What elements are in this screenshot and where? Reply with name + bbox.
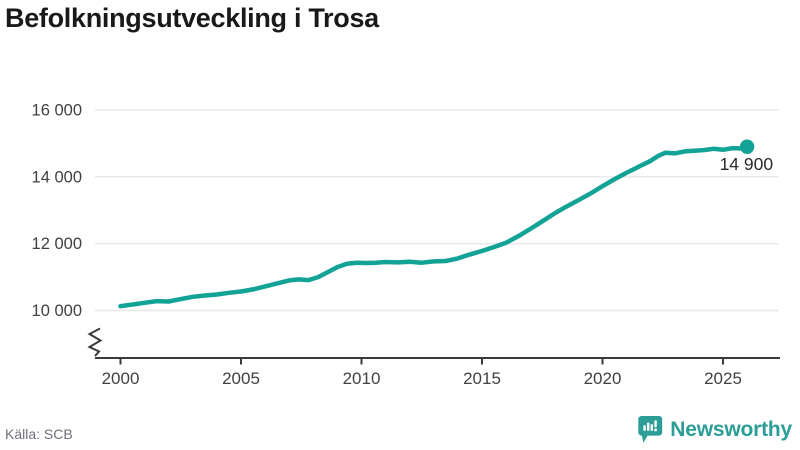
chart-title: Befolkningsutveckling i Trosa — [5, 3, 379, 33]
population-line-path — [118, 144, 750, 309]
y-axis-labels: 10 000 12 000 14 000 16 000 — [32, 102, 82, 321]
y-tick-label: 16 000 — [32, 102, 82, 120]
brand-name: Newsworthy — [670, 417, 792, 441]
newsworthy-bubble-chart-icon — [638, 416, 663, 443]
latest-point-marker — [739, 139, 755, 154]
x-tick-label: 2010 — [343, 369, 381, 388]
axis-break-icon — [87, 327, 103, 357]
x-axis: 2000 2005 2010 2015 2020 2025 — [95, 357, 780, 388]
population-line-chart: 10 000 12 000 14 000 16 000 2000 2005 2010 201… — [32, 102, 780, 388]
gridlines — [95, 109, 779, 312]
population-line — [118, 139, 755, 309]
brand-logo: Newsworthy — [637, 415, 792, 444]
end-value-label: 14 900 — [720, 154, 774, 174]
y-tick-label: 14 000 — [32, 168, 82, 186]
x-tick-label: 2000 — [102, 369, 140, 388]
x-tick-label: 2005 — [222, 369, 260, 388]
end-value-text: 14 900 — [720, 154, 774, 174]
y-tick-label: 10 000 — [32, 302, 82, 320]
source-caption: Källa: SCB — [5, 426, 73, 442]
x-tick-label: 2025 — [704, 369, 742, 388]
y-tick-label: 12 000 — [32, 235, 82, 253]
x-tick-label: 2020 — [584, 369, 622, 388]
x-tick-label: 2015 — [463, 369, 501, 388]
